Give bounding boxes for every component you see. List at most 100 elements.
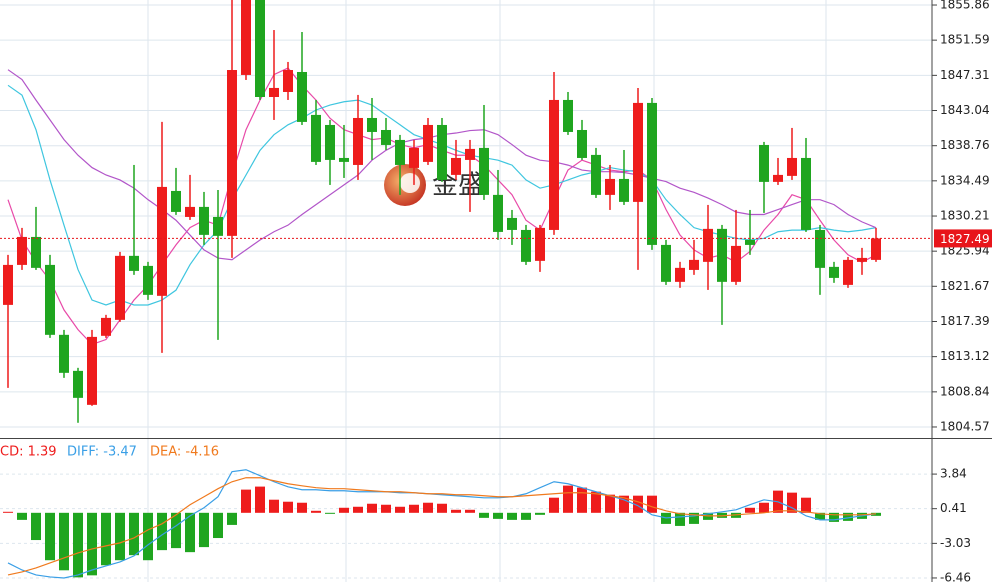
candle-body bbox=[437, 124, 447, 180]
watermark: 金盛 bbox=[384, 164, 484, 206]
candle-body bbox=[717, 228, 727, 282]
macd-bar bbox=[535, 512, 545, 515]
candle-body bbox=[381, 129, 391, 145]
candle-body bbox=[31, 236, 41, 268]
macd-bar bbox=[815, 512, 825, 520]
macd-bar bbox=[297, 502, 307, 513]
candle-body bbox=[871, 238, 881, 260]
macd-bar bbox=[213, 512, 223, 539]
y-tick-label: 1830.21 bbox=[940, 209, 990, 223]
candle-body bbox=[171, 190, 181, 212]
y-tick-label: 1821.67 bbox=[940, 279, 990, 293]
macd-bar bbox=[129, 512, 139, 556]
ma-line bbox=[7, 67, 877, 346]
candle-body bbox=[255, 0, 265, 97]
macd-bar bbox=[451, 509, 461, 513]
last-price-label: 1827.49 bbox=[940, 232, 990, 246]
y-tick-label: 3.84 bbox=[940, 467, 967, 481]
macd-bar bbox=[395, 506, 405, 513]
candle-body bbox=[325, 124, 335, 160]
macd-bar bbox=[423, 502, 433, 513]
candle-body bbox=[3, 264, 13, 305]
y-tick-label: -6.46 bbox=[940, 570, 971, 582]
y-tick-label: 1847.31 bbox=[940, 68, 990, 82]
candle-body bbox=[311, 114, 321, 162]
legend-entry: DEA: -4.16 bbox=[150, 445, 219, 460]
macd-bar bbox=[283, 501, 293, 513]
macd-bar bbox=[17, 512, 27, 520]
macd-bar bbox=[3, 511, 13, 513]
candle-body bbox=[353, 117, 363, 165]
macd-bar bbox=[549, 497, 559, 513]
macd-bar bbox=[31, 512, 41, 541]
y-tick-label: 1838.76 bbox=[940, 138, 990, 152]
last-price-tag bbox=[934, 229, 992, 248]
macd-bar bbox=[255, 486, 265, 513]
candle-body bbox=[619, 178, 629, 202]
candle-body bbox=[367, 117, 377, 132]
y-tick-label: 1855.86 bbox=[940, 0, 990, 12]
macd-bar bbox=[101, 512, 111, 566]
macd-bar bbox=[115, 512, 125, 561]
candle-body bbox=[395, 139, 405, 165]
candle-body bbox=[73, 370, 83, 398]
macd-bar bbox=[689, 512, 699, 524]
macd-bar bbox=[437, 503, 447, 513]
macd-bar bbox=[507, 512, 517, 520]
candle-body bbox=[479, 147, 489, 195]
macd-bar bbox=[227, 512, 237, 525]
macd-bar bbox=[199, 512, 209, 548]
candle-body bbox=[745, 239, 755, 245]
candle-body bbox=[45, 264, 55, 335]
macd-bar bbox=[521, 512, 531, 520]
candle-body bbox=[241, 0, 251, 75]
macd-bar bbox=[339, 507, 349, 513]
y-tick-label: 1817.39 bbox=[940, 314, 990, 328]
macd-plot bbox=[3, 469, 881, 579]
macd-bar bbox=[157, 512, 167, 551]
macd-bar bbox=[493, 512, 503, 519]
candle-body bbox=[87, 336, 97, 405]
logo-inner bbox=[400, 173, 420, 193]
macd-bar bbox=[605, 494, 615, 513]
macd-bar bbox=[619, 495, 629, 513]
candle-body bbox=[227, 70, 237, 236]
candle-body bbox=[129, 255, 139, 271]
candle-body bbox=[787, 157, 797, 176]
price-plot bbox=[0, 0, 932, 423]
candle-body bbox=[661, 244, 671, 282]
candle-body bbox=[801, 157, 811, 230]
candle-body bbox=[507, 217, 517, 230]
y-tick-label: 1808.84 bbox=[940, 384, 990, 398]
axes: 1855.86 1851.59 1847.31 1843.04 1838.76 1834.… bbox=[932, 0, 992, 582]
candle-body bbox=[591, 154, 601, 195]
candle-body bbox=[773, 174, 783, 182]
macd-bar bbox=[479, 512, 489, 518]
candle-body bbox=[605, 178, 615, 195]
candle-body bbox=[857, 257, 867, 262]
macd-bar bbox=[843, 512, 853, 521]
macd-bar bbox=[633, 495, 643, 513]
macd-bar bbox=[563, 485, 573, 513]
macd-line bbox=[7, 469, 877, 579]
macd-bar bbox=[73, 512, 83, 578]
candle-body bbox=[17, 236, 27, 265]
candle-body bbox=[185, 206, 195, 217]
macd-bar bbox=[171, 512, 181, 549]
macd-bar bbox=[367, 503, 377, 513]
main-grid bbox=[0, 4, 932, 428]
candle-body bbox=[521, 229, 531, 262]
candle-body bbox=[577, 129, 587, 158]
candle-body bbox=[143, 265, 153, 295]
macd-bar bbox=[353, 506, 363, 513]
macd-bar bbox=[59, 512, 69, 571]
y-tick-label: 1804.57 bbox=[940, 419, 990, 433]
y-tick-label: 0.41 bbox=[940, 501, 967, 515]
candle-body bbox=[157, 186, 167, 296]
macd-bar bbox=[801, 497, 811, 513]
candle-body bbox=[115, 255, 125, 320]
macd-bar bbox=[311, 510, 321, 513]
candle-body bbox=[423, 124, 433, 162]
